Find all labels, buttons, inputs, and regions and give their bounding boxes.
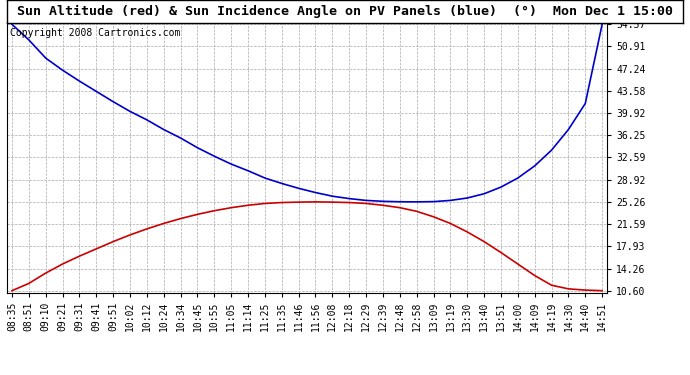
- Text: Copyright 2008 Cartronics.com: Copyright 2008 Cartronics.com: [10, 28, 180, 38]
- Text: Sun Altitude (red) & Sun Incidence Angle on PV Panels (blue)  (°)  Mon Dec 1 15:: Sun Altitude (red) & Sun Incidence Angle…: [17, 5, 673, 18]
